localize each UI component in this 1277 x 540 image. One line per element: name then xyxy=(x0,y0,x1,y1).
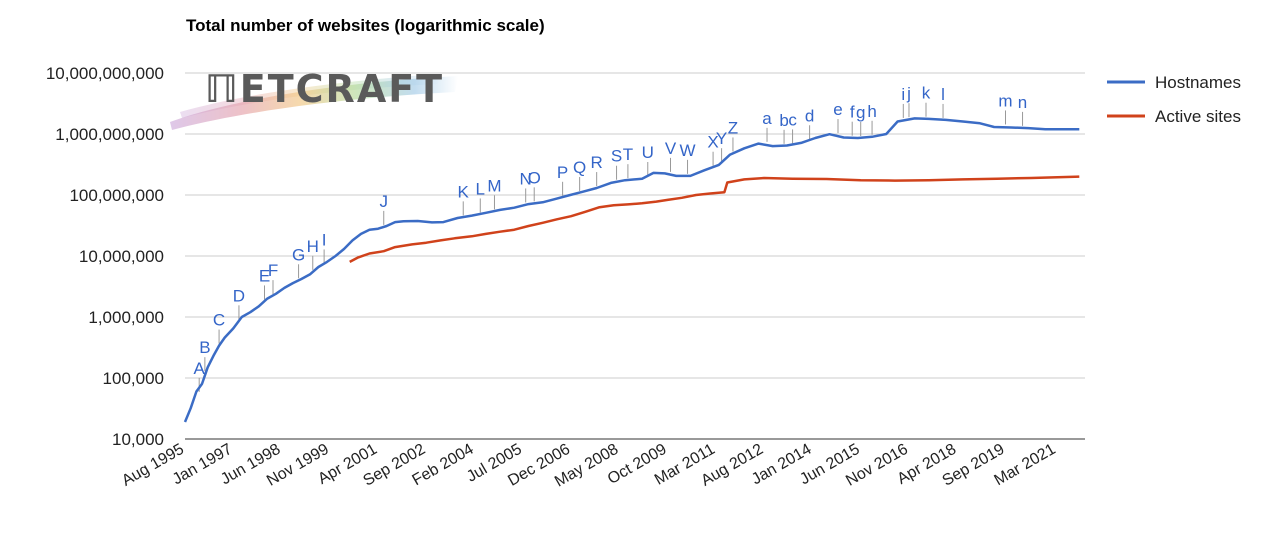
annotation-label: A xyxy=(194,359,206,378)
annotation-label: Q xyxy=(573,158,586,177)
y-tick-label: 10,000 xyxy=(112,430,164,449)
annotation-label: f xyxy=(850,103,855,122)
y-tick-label: 100,000,000 xyxy=(69,186,164,205)
y-tick-label: 10,000,000,000 xyxy=(46,64,164,83)
series-line-active-sites xyxy=(349,175,1080,264)
annotation-label: e xyxy=(833,100,842,119)
annotation-label: D xyxy=(233,286,245,305)
annotation-label: E xyxy=(259,266,270,285)
svg-text:ℿETCRAFT: ℿETCRAFT xyxy=(205,67,444,111)
annotation-label: l xyxy=(941,85,945,104)
annotation-label: G xyxy=(292,245,305,264)
annotation-label: O xyxy=(528,168,541,187)
annotation-label: n xyxy=(1018,93,1027,112)
annotation-label: c xyxy=(788,110,797,129)
annotation-label: b xyxy=(779,111,788,130)
annotation-label: X xyxy=(707,133,718,152)
y-tick-label: 100,000 xyxy=(103,369,164,388)
annotation-label: i xyxy=(901,85,905,104)
annotation-label: P xyxy=(557,163,568,182)
annotation-label: d xyxy=(805,106,814,125)
annotation-label: N xyxy=(520,169,532,188)
legend-label: Active sites xyxy=(1155,107,1241,126)
y-tick-label: 10,000,000 xyxy=(79,247,164,266)
annotation-label: W xyxy=(680,141,696,160)
annotation-label: C xyxy=(213,311,225,330)
annotation-label: J xyxy=(379,192,388,211)
annotation-label: I xyxy=(322,230,327,249)
annotation-label: Y xyxy=(716,129,727,148)
annotation-label: j xyxy=(906,84,911,103)
annotation-label: F xyxy=(268,261,278,280)
annotation-label: a xyxy=(762,109,772,128)
y-tick-label: 1,000,000 xyxy=(88,308,164,327)
annotation-label: R xyxy=(591,153,603,172)
annotation-label: T xyxy=(623,145,633,164)
annotation-label: K xyxy=(458,182,470,201)
annotation-label: H xyxy=(307,237,319,256)
y-tick-label: 1,000,000,000 xyxy=(55,125,164,144)
series-line-hostnames xyxy=(183,117,1080,423)
annotation-label: L xyxy=(476,179,485,198)
annotation-label: Z xyxy=(728,118,738,137)
annotation-label: h xyxy=(867,102,876,121)
annotation-label: S xyxy=(611,147,622,166)
annotation-label: g xyxy=(856,103,865,122)
chart-title: Total number of websites (logarithmic sc… xyxy=(186,16,545,35)
legend-label: Hostnames xyxy=(1155,73,1241,92)
annotation-label: B xyxy=(199,338,210,357)
annotation-label: V xyxy=(665,139,677,158)
annotation-label: M xyxy=(487,176,501,195)
annotation-label: k xyxy=(922,84,931,103)
netcraft-logo: ℿETCRAFT xyxy=(170,67,458,130)
annotation-label: m xyxy=(998,91,1012,110)
annotation-label: U xyxy=(642,143,654,162)
